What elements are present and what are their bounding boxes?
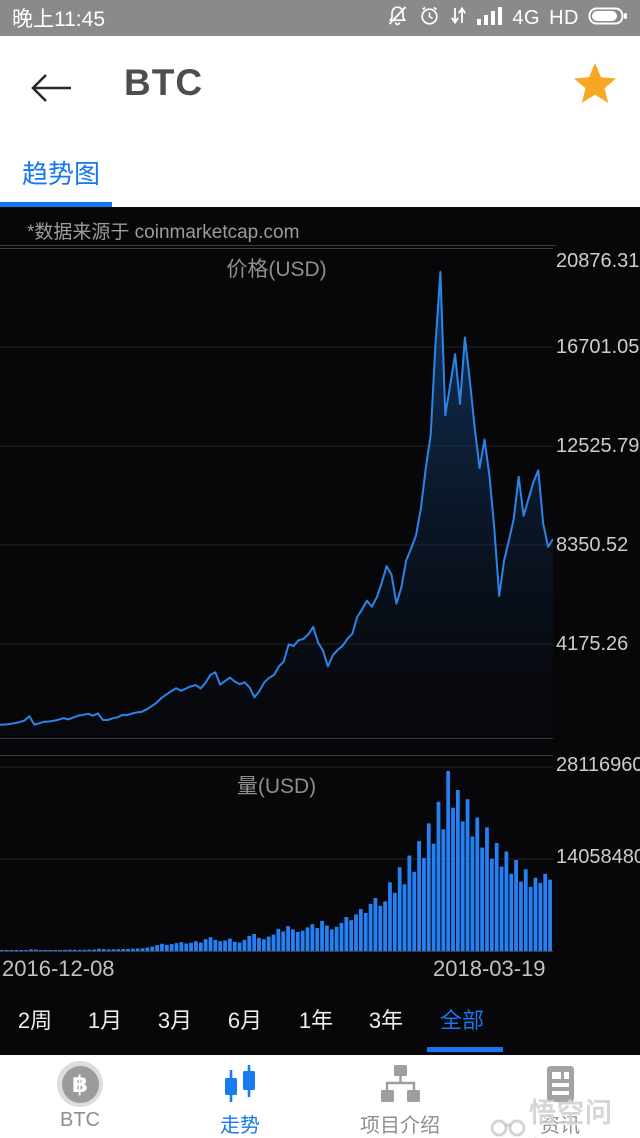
range-option-all[interactable]: 全部 bbox=[439, 1008, 485, 1033]
signal-strength-icon bbox=[476, 5, 503, 32]
range-option-1y[interactable]: 1年 bbox=[298, 1008, 334, 1033]
volume-chart[interactable] bbox=[0, 755, 553, 953]
nav-label-project-intro: 项目介绍 bbox=[360, 1115, 440, 1137]
alarm-clock-icon bbox=[418, 4, 441, 32]
status-bar: 晚上11:45 bbox=[0, 0, 640, 36]
org-chart-icon bbox=[377, 1060, 423, 1108]
range-option-6m[interactable]: 6月 bbox=[227, 1008, 263, 1033]
hd-volte-label: HD bbox=[549, 6, 579, 29]
price-tick-label: 20876.31 bbox=[556, 250, 640, 272]
bitcoin-coin-icon: ฿ bbox=[57, 1060, 103, 1108]
status-icons: 4G HD bbox=[386, 4, 628, 32]
nav-item-btc[interactable]: ฿ BTC bbox=[0, 1055, 160, 1138]
range-option-3m[interactable]: 3月 bbox=[157, 1008, 193, 1033]
news-doc-icon bbox=[538, 1060, 582, 1108]
back-button[interactable] bbox=[26, 66, 76, 110]
range-option-3y[interactable]: 3年 bbox=[368, 1008, 404, 1033]
tab-bar: 趋势图 bbox=[0, 141, 640, 207]
price-chart[interactable] bbox=[0, 248, 553, 739]
volume-gridlines bbox=[0, 755, 553, 952]
volume-tick-label: 14058480 bbox=[556, 846, 640, 868]
candlestick-chart-icon bbox=[218, 1060, 262, 1108]
muted-bell-icon bbox=[386, 4, 409, 32]
favorite-star-icon[interactable] bbox=[572, 60, 618, 106]
data-source-note: *数据来源于 coinmarketcap.com bbox=[27, 222, 300, 243]
price-tick-label: 8350.52 bbox=[556, 534, 629, 556]
tab-trend-chart[interactable]: 趋势图 bbox=[22, 159, 101, 189]
nav-label-news: 资讯 bbox=[540, 1115, 580, 1137]
vibrate-icon bbox=[450, 4, 467, 32]
bottom-nav: ฿ BTC 走势 bbox=[0, 1055, 640, 1138]
nav-label-trend: 走势 bbox=[220, 1115, 260, 1137]
x-axis-end-date: 2018-03-19 bbox=[433, 956, 546, 981]
header: BTC bbox=[0, 36, 640, 141]
price-area-fill bbox=[0, 271, 553, 739]
nav-label-btc: BTC bbox=[60, 1109, 100, 1131]
range-selected-underline bbox=[427, 1047, 503, 1052]
nav-item-trend[interactable]: 走势 bbox=[160, 1055, 320, 1138]
price-chart-title: 价格(USD) bbox=[226, 258, 327, 281]
volume-bars-series bbox=[0, 771, 552, 951]
x-axis-start-date: 2016-12-08 bbox=[2, 956, 115, 981]
chart-panel: *数据来源于 coinmarketcap.com 价格(USD) 20876.3… bbox=[0, 207, 640, 1055]
battery-icon bbox=[588, 5, 628, 32]
page-title: BTC bbox=[124, 62, 204, 103]
price-line-series bbox=[0, 270, 553, 726]
price-tick-label: 4175.26 bbox=[556, 633, 629, 655]
network-type-label: 4G bbox=[512, 6, 541, 29]
volume-chart-title: 量(USD) bbox=[236, 775, 317, 798]
nav-item-project-intro[interactable]: 项目介绍 bbox=[320, 1055, 480, 1138]
clock-time: 晚上11:45 bbox=[12, 8, 105, 31]
range-option-2w[interactable]: 2周 bbox=[17, 1008, 53, 1033]
price-tick-label: 16701.05 bbox=[556, 336, 640, 358]
nav-item-news[interactable]: 资讯 bbox=[480, 1055, 640, 1138]
panel-divider bbox=[0, 245, 556, 246]
volume-tick-label: 28116960 bbox=[556, 754, 640, 776]
range-option-1m[interactable]: 1月 bbox=[87, 1008, 123, 1033]
tab-active-underline bbox=[0, 202, 112, 207]
price-tick-label: 12525.79 bbox=[556, 435, 640, 457]
